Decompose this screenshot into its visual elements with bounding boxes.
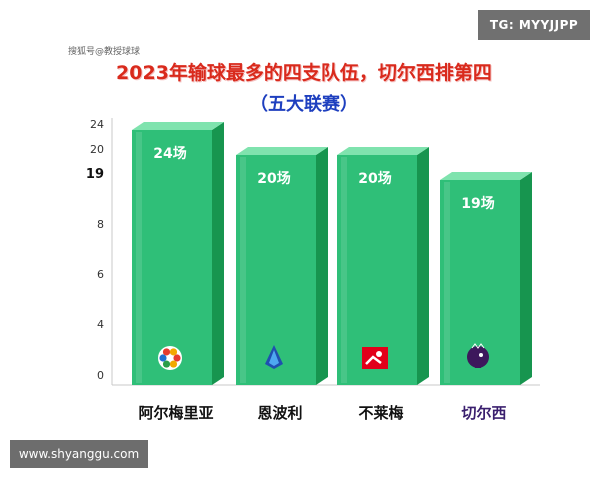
x-category-label: 不莱梅 (358, 404, 403, 422)
bar-top (236, 147, 328, 155)
bar-side (520, 172, 532, 385)
bar (236, 155, 316, 385)
data-label: 24场 (153, 146, 186, 162)
data-label: 20场 (358, 171, 391, 187)
bar (132, 130, 212, 385)
y-tick-label: 6 (97, 268, 104, 281)
y-tick-label: 4 (97, 318, 104, 331)
y-tick-label: 0 (97, 369, 104, 382)
bar-side (212, 122, 224, 385)
bar-highlight (444, 182, 450, 383)
watermark-url-bottom: www.shyanggu.com (10, 440, 148, 468)
bundesliga-logo-icon (362, 347, 388, 369)
bar-highlight (136, 132, 142, 383)
watermark-tag-top: TG: MYYJJPP (478, 10, 590, 40)
y-tick-label: 8 (97, 218, 104, 231)
bar-side (417, 147, 429, 385)
chart-subtitle: （五大联赛） (250, 94, 358, 115)
x-category-label: 恩波利 (257, 404, 302, 422)
x-category-label: 切尔西 (461, 404, 506, 422)
y-tick-label: 19 (86, 167, 104, 182)
y-tick-label: 24 (90, 118, 104, 131)
bar-highlight (341, 157, 347, 383)
bar-top (132, 122, 224, 130)
source-label: 搜狐号@教授球球 (68, 47, 141, 57)
bar-top (337, 147, 429, 155)
laliga-logo-icon (158, 346, 182, 370)
chart-title: 2023年输球最多的四支队伍，切尔西排第四 (116, 62, 492, 84)
serie-a-logo-icon (265, 345, 283, 369)
data-label: 20场 (257, 171, 290, 187)
bar (337, 155, 417, 385)
x-category-label: 阿尔梅里亚 (138, 404, 213, 422)
bar-side (316, 147, 328, 385)
y-tick-label: 20 (90, 143, 104, 156)
data-label: 19场 (461, 196, 494, 212)
premier-league-lion-icon (467, 343, 489, 368)
bar-top (440, 172, 532, 180)
bar-highlight (240, 157, 246, 383)
